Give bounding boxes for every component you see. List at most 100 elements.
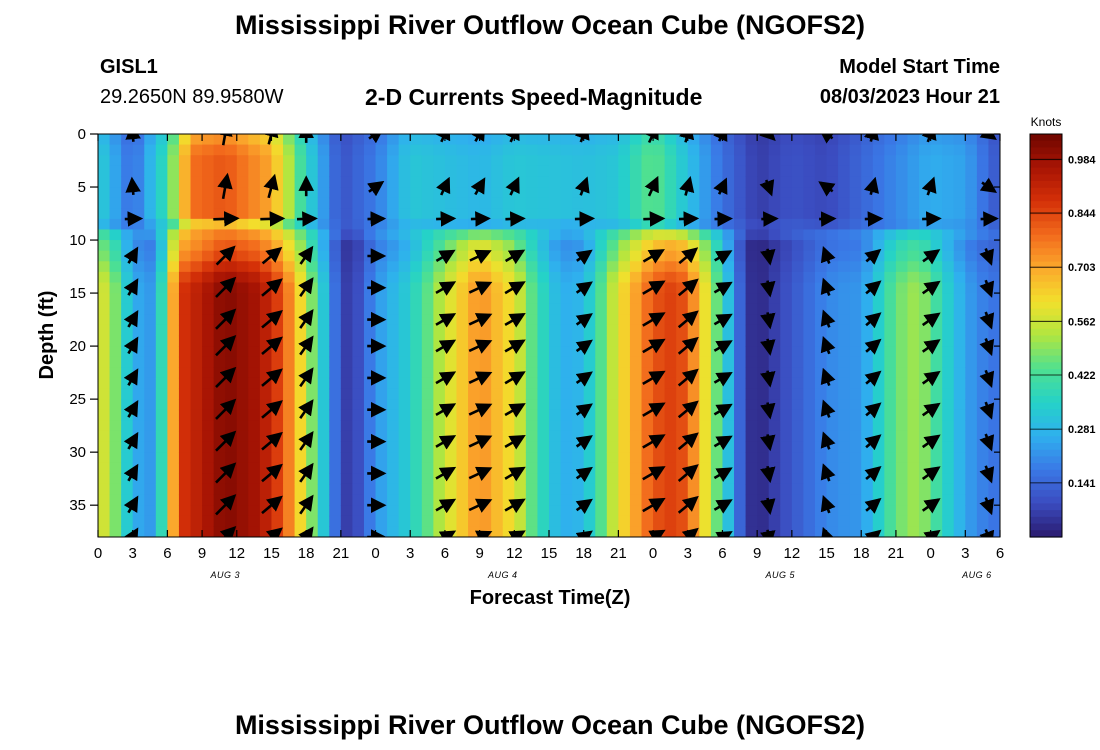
heatmap-cell [410,314,423,326]
heatmap-cell [502,452,515,464]
heatmap-cell [953,208,966,220]
heatmap-cell [387,303,400,315]
heatmap-cell [340,208,354,220]
heatmap-cell [803,271,816,284]
heatmap-cell [444,346,458,358]
heatmap-cell [352,293,365,305]
heatmap-cell [849,505,862,517]
heatmap-cell [653,218,666,231]
heatmap-cell [791,240,805,252]
heatmap-cell [178,515,192,527]
current-vector [438,530,457,537]
heatmap-cell [699,430,712,443]
heatmap-cell [734,346,747,358]
heatmap-cell [734,144,747,156]
heatmap-cell [144,377,157,390]
current-vector [367,180,385,197]
heatmap-cell [340,176,354,188]
heatmap-cell [641,462,654,474]
heatmap-cell [664,144,677,156]
heatmap-cell [953,282,966,294]
heatmap-cell [213,208,226,220]
heatmap-cell [699,452,712,464]
heatmap-cell [167,356,180,368]
heatmap-cell [155,388,168,400]
heatmap-cell [814,409,828,421]
heatmap-cell [283,134,296,146]
heatmap-cell [363,420,377,432]
heatmap-cell [456,388,469,400]
heatmap-cell [225,441,238,453]
heatmap-cell [965,187,978,199]
heatmap-cell [410,324,423,337]
heatmap-cell [387,526,400,537]
heatmap-cell [155,335,168,347]
heatmap-cell [491,165,504,178]
heatmap-cell [213,356,226,368]
heatmap-cell [144,505,157,517]
current-vector [470,177,486,196]
heatmap-cell [895,271,909,284]
heatmap-cell [213,367,226,379]
heatmap-cell [745,250,758,262]
heatmap-cell [259,240,273,252]
heatmap-cell [444,441,458,453]
heatmap-cell [861,165,874,178]
heatmap-cell [791,483,805,496]
heatmap-cell [306,155,319,167]
heatmap-cell [745,144,758,156]
heatmap-cell [664,282,677,294]
current-vector [468,466,493,482]
heatmap-cell [468,515,481,527]
current-vector [979,311,995,330]
heatmap-cell [583,483,596,496]
heatmap-cell [919,176,932,188]
heatmap-cell [930,293,943,305]
heatmap-cell [317,441,330,453]
colorbar-step [1030,187,1062,196]
heatmap-cell [375,293,388,305]
heatmap-cell [502,197,515,209]
heatmap-cell [838,165,851,178]
heatmap-cell [144,346,157,358]
heatmap-cell [514,271,527,284]
heatmap-cell [930,197,943,209]
heatmap-cell [976,420,990,432]
heatmap-cell [363,473,377,485]
heatmap-cell [745,240,758,252]
heatmap-cell [248,346,261,358]
heatmap-cell [410,208,423,220]
heatmap-cell [225,346,238,358]
heatmap-cell [965,134,978,146]
heatmap-cell [583,197,596,209]
heatmap-cell [202,197,215,209]
heatmap-cell [329,240,342,252]
heatmap-cell [468,271,481,284]
heatmap-cell [306,420,319,432]
heatmap-cell [838,155,851,167]
colorbar-step [1030,167,1062,175]
heatmap-cell [433,430,446,443]
heatmap-cell [317,240,330,252]
heatmap-cell [248,187,261,199]
heatmap-cell [803,176,816,188]
heatmap-cell [826,324,839,337]
heatmap-cell [895,483,909,496]
colorbar-step [1030,375,1062,384]
heatmap-cell [849,229,862,241]
current-vector [864,466,882,483]
heatmap-cell [583,144,596,156]
heatmap-cell [109,208,122,220]
heatmap-cell [942,420,955,432]
heatmap-cell [942,187,955,199]
heatmap-cell [155,377,168,390]
heatmap-cell [202,515,215,527]
heatmap-cell [606,208,619,220]
heatmap-cell [629,303,643,315]
heatmap-cell [387,377,400,390]
heatmap-cell [895,324,909,337]
heatmap-cell [641,229,654,241]
heatmap-cell [259,430,273,443]
current-vector [644,175,659,197]
heatmap-cell [780,430,793,443]
